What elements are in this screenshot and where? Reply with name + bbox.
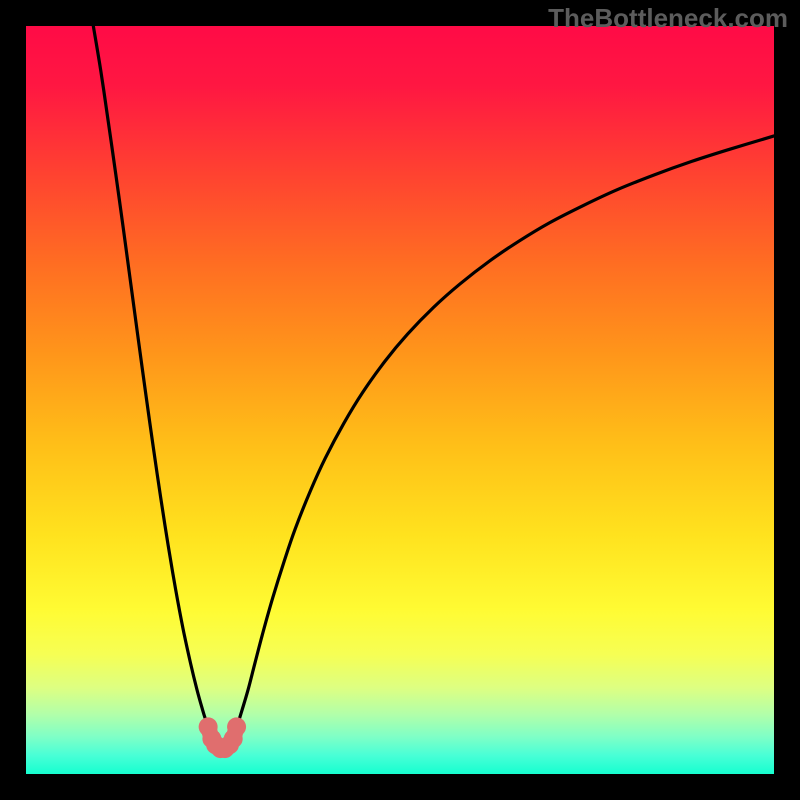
valley-dot (227, 717, 246, 736)
gradient-background (26, 26, 774, 774)
plot-area (26, 26, 774, 774)
watermark-text: TheBottleneck.com (548, 3, 788, 34)
plot-svg (26, 26, 774, 774)
